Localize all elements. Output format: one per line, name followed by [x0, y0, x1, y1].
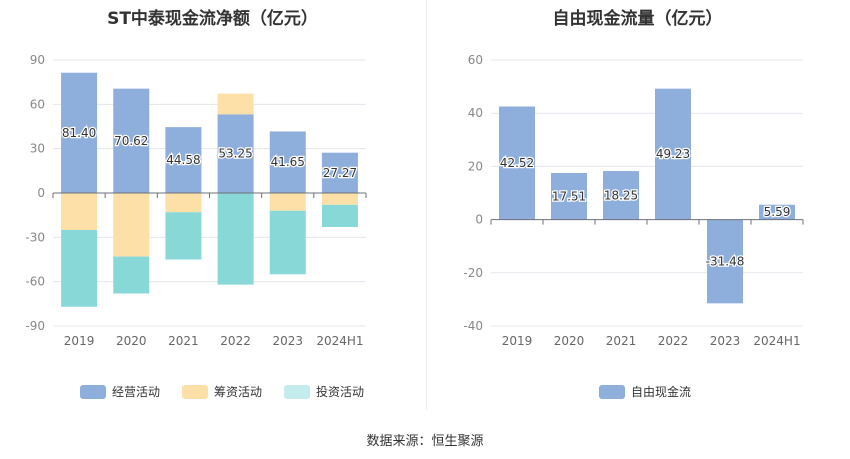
x-tick-label: 2019	[64, 334, 95, 348]
bar-2019-投资活动	[61, 229, 98, 307]
bar-2024H1-投资活动	[321, 204, 358, 227]
data-label: 17.51	[552, 189, 586, 203]
bar-2020-自由现金流	[551, 173, 587, 220]
legend-item[interactable]: 经营活动	[80, 383, 160, 400]
x-tick-label: 2021	[168, 334, 199, 348]
bar-2022-经营活动	[217, 114, 254, 193]
right-chart-legend: 自由现金流	[599, 383, 691, 400]
bar-2023-经营活动	[269, 131, 306, 193]
bar-2022-筹资活动	[217, 93, 254, 115]
y-tick-label: 60	[468, 53, 483, 67]
left-chart-legend: 经营活动 筹资活动 投资活动	[80, 383, 364, 400]
legend-label: 自由现金流	[631, 385, 692, 399]
legend-item[interactable]: 自由现金流	[599, 383, 691, 400]
data-label: 41.65	[271, 155, 305, 169]
bar-2023-投资活动	[269, 210, 306, 275]
legend-label: 经营活动	[112, 385, 161, 399]
data-label: 42.52	[500, 156, 534, 170]
data-label: 27.27	[323, 166, 357, 180]
legend-swatch	[80, 384, 106, 399]
data-label: 44.58	[166, 153, 200, 167]
y-tick-label: -90	[25, 319, 45, 333]
y-tick-label: 20	[468, 159, 483, 173]
legend-swatch	[284, 384, 311, 399]
left-chart-title: ST中泰现金流净额（亿元）	[107, 9, 318, 29]
bar-2024H1-自由现金流	[759, 204, 795, 220]
bar-2019-筹资活动	[61, 193, 98, 230]
x-tick-label: 2024H1	[753, 334, 800, 348]
legend-swatch	[599, 384, 625, 399]
x-tick-label: 2021	[606, 334, 637, 348]
x-tick-label: 2022	[658, 334, 689, 348]
data-label: 49.23	[656, 147, 690, 161]
y-tick-label: -40	[463, 319, 483, 333]
legend-label: 筹资活动	[214, 385, 263, 399]
x-tick-label: 2023	[272, 334, 303, 348]
data-label: -31.48	[706, 254, 745, 268]
y-tick-label: 90	[30, 53, 45, 67]
y-tick-label: -30	[25, 230, 45, 244]
bar-2019-经营活动	[61, 72, 98, 193]
bar-2021-自由现金流	[603, 171, 639, 220]
bar-2021-筹资活动	[165, 193, 202, 213]
y-tick-label: 30	[30, 142, 45, 156]
bar-2021-投资活动	[165, 212, 202, 260]
data-label: 5.59	[764, 205, 791, 219]
panel-divider	[426, 0, 427, 410]
y-tick-label: -60	[25, 275, 45, 289]
data-label: 81.40	[62, 126, 96, 140]
chart-0: 90 60 30 0 -30 -60 -90 81.40 70.62 44.58 53.25 41.6…	[25, 53, 367, 348]
y-tick-label: 60	[30, 97, 45, 111]
bar-2022-投资活动	[217, 193, 254, 285]
bar-2019-自由现金流	[499, 106, 535, 220]
bar-2020-经营活动	[113, 88, 150, 193]
bar-2022-自由现金流	[655, 88, 691, 220]
bar-2020-筹资活动	[113, 193, 150, 257]
x-tick-label: 2024H1	[316, 334, 363, 348]
x-tick-label: 2020	[116, 334, 147, 348]
y-tick-label: 40	[468, 106, 483, 120]
bar-2020-投资活动	[113, 256, 150, 294]
data-label: 18.25	[604, 188, 638, 202]
x-tick-label: 2023	[710, 334, 741, 348]
x-tick-label: 2020	[554, 334, 585, 348]
chart-1: 60 40 20 0 -20 -40 42.52 17.51 18.25 49.23 -31.48 5…	[463, 53, 804, 348]
legend-label: 投资活动	[316, 385, 365, 399]
bar-2023-筹资活动	[269, 193, 306, 211]
bar-2021-经营活动	[165, 127, 202, 193]
data-source-note: 数据来源：恒生聚源	[366, 434, 484, 449]
right-chart-title: 自由现金流量（亿元）	[552, 9, 723, 29]
bar-2024H1-筹资活动	[321, 193, 358, 205]
legend-item[interactable]: 筹资活动	[182, 383, 262, 400]
legend-swatch	[182, 384, 209, 399]
y-tick-label: 0	[475, 213, 483, 227]
legend-item[interactable]: 投资活动	[284, 383, 364, 400]
x-tick-label: 2022	[220, 334, 251, 348]
y-tick-label: -20	[463, 266, 483, 280]
bar-2024H1-经营活动	[321, 152, 358, 193]
data-label: 53.25	[218, 147, 252, 161]
bar-2023-自由现金流	[707, 219, 743, 304]
x-tick-label: 2019	[502, 334, 533, 348]
y-tick-label: 0	[37, 186, 45, 200]
data-label: 70.62	[114, 134, 148, 148]
